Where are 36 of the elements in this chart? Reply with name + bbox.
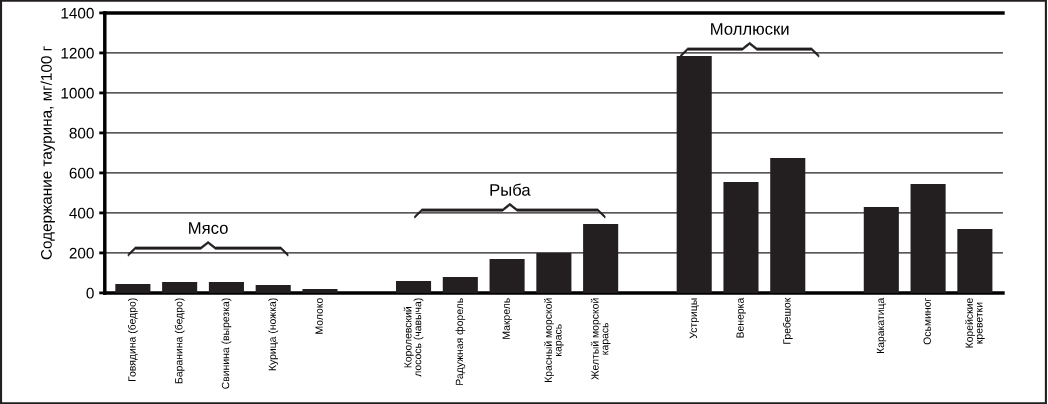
bar (115, 283, 151, 293)
x-tick-label: Баранина (бедро) (174, 298, 185, 384)
y-tick-label: 200 (69, 247, 94, 259)
y-tick-label: 1200 (61, 47, 94, 59)
bar (162, 281, 198, 293)
annotation: Мясо (189, 222, 228, 234)
x-tick-label: Свинина (вырезка) (221, 298, 232, 389)
x-tick-label: Молоко (315, 298, 323, 334)
x-tick-label: Говядина (бедро) (127, 298, 138, 382)
x-tick-label: Желтый морской карась (590, 298, 611, 380)
x-tick-label: Курица (ножка) (268, 298, 279, 371)
bar (302, 288, 338, 293)
y-tick-label: 400 (69, 207, 94, 219)
x-tick-label: Красный морской карась (544, 298, 564, 382)
annotation: Рыба (490, 183, 531, 196)
x-tick-label: Макрель (502, 298, 512, 339)
y-tick-label: 1000 (61, 87, 94, 99)
bar (395, 280, 432, 293)
x-tick-label: Осьминог (923, 298, 931, 345)
x-tick-label: Венерка (736, 297, 746, 338)
y-axis-title: Содержание таурина, мг/100 г (40, 46, 55, 260)
x-tick-label: Устрицы (689, 298, 700, 339)
bar (208, 281, 244, 293)
annotation: Моллюски (711, 23, 789, 35)
bar (442, 276, 478, 293)
y-tick-label: 0 (86, 287, 94, 299)
x-tick-label: Королевский лосось (чавыча) (403, 298, 424, 377)
x-tick-label: Гребешок (782, 297, 793, 344)
x-tick-label: Корейские креветки (965, 298, 985, 348)
y-tick-label: 1400 (61, 7, 94, 19)
y-tick-label: 800 (69, 127, 94, 139)
x-tick-label: Каракатица (876, 297, 887, 354)
y-tick-label: 600 (69, 167, 94, 179)
bar (255, 284, 291, 293)
x-tick-label: Радужная форель (455, 298, 466, 385)
bar (489, 258, 525, 293)
